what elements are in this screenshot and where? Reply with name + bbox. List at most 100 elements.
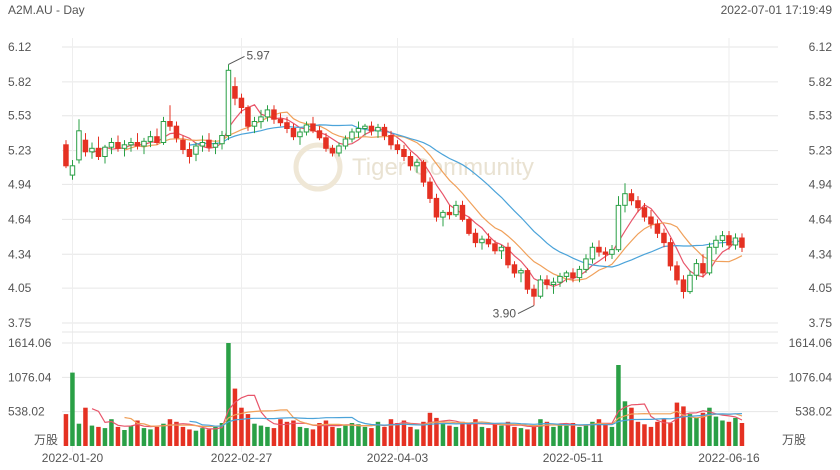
candle-body: [160, 121, 167, 143]
watermark-logo-icon: [293, 142, 343, 192]
candle-body: [414, 161, 420, 167]
candle-body: [206, 139, 212, 148]
date-label: 2022-05-11: [543, 451, 604, 465]
volume-bar: [187, 429, 192, 446]
candle: [440, 210, 446, 227]
watermark-group: Tiger Community: [293, 142, 534, 192]
candle: [615, 196, 622, 252]
candle: [368, 121, 375, 136]
candle-body: [290, 128, 297, 138]
price-tick-right: 5.23: [809, 144, 833, 158]
price-ma-mid-line: [124, 111, 743, 281]
volume-bars: [63, 343, 745, 446]
candle: [518, 268, 524, 283]
candle: [362, 123, 368, 136]
candle-body: [498, 246, 505, 252]
candle: [284, 116, 290, 134]
candle: [141, 137, 147, 155]
volume-bar: [629, 407, 634, 446]
low-annotation-label: 3.90: [493, 307, 517, 321]
volume-bar: [343, 425, 348, 446]
candle-body: [531, 288, 537, 297]
candle-body: [576, 268, 583, 279]
candle-body: [648, 216, 654, 225]
candle-body: [687, 274, 693, 293]
candle: [271, 105, 277, 124]
date-label: 2022-01-20: [42, 451, 104, 465]
candle: [219, 130, 225, 150]
volume-bar: [278, 419, 283, 446]
candle-body: [635, 200, 641, 209]
candle: [739, 233, 745, 252]
volume-bar: [401, 420, 407, 446]
candle-body: [641, 207, 648, 218]
candle-body: [680, 279, 687, 292]
axis-labels: 6.12 6.12 5.82 5.82 5.53 5.53 5.23 5.23 4.94 4.94…: [8, 40, 832, 465]
volume-bar: [642, 424, 647, 446]
volume-bar: [564, 425, 569, 446]
candle-body: [362, 125, 368, 129]
volume-bar: [167, 419, 173, 446]
candle-body: [303, 124, 310, 133]
candle: [193, 142, 199, 162]
candle: [76, 119, 82, 164]
volume-bar: [388, 419, 394, 446]
candle: [212, 140, 219, 155]
candle: [108, 137, 115, 155]
volume-bar: [687, 414, 693, 446]
candle: [576, 265, 583, 283]
volume-bar: [655, 421, 660, 446]
candle: [342, 135, 349, 150]
candle-body: [628, 193, 635, 202]
volume-bar: [460, 421, 465, 446]
candle: [505, 242, 511, 269]
candle-body: [95, 147, 102, 158]
volume-bar: [232, 388, 238, 446]
candle: [128, 137, 134, 152]
volume-bar: [447, 425, 452, 446]
candle: [238, 93, 245, 114]
candle: [154, 128, 160, 145]
candle-body: [713, 239, 719, 248]
candle-body: [102, 146, 108, 157]
candle-body: [706, 246, 713, 274]
volume-bar: [369, 428, 374, 446]
candle: [531, 284, 537, 306]
candle: [63, 140, 69, 169]
candle: [706, 242, 713, 276]
candle-body: [310, 123, 316, 132]
candle-body: [199, 142, 206, 147]
volume-bar: [141, 428, 147, 446]
price-ma-long-line: [189, 124, 743, 268]
candle-body: [394, 144, 401, 151]
volume-bar: [427, 412, 433, 446]
candle-body: [615, 204, 622, 251]
candle-body: [563, 272, 570, 277]
candle: [310, 116, 316, 134]
candle: [303, 121, 310, 136]
volume-bar: [271, 428, 277, 446]
candle-body: [225, 69, 232, 136]
candle: [349, 128, 355, 143]
price-ma-short-line: [91, 104, 742, 288]
candle: [602, 247, 609, 262]
volume-bar: [421, 421, 426, 446]
volume-bar: [213, 426, 218, 446]
price-tick-left: 6.12: [8, 40, 32, 54]
candle: [479, 235, 485, 250]
price-moving-averages: [91, 104, 743, 288]
candle-body: [453, 204, 459, 216]
candle: [466, 217, 472, 236]
price-tick-left: 4.05: [8, 281, 32, 295]
candle: [524, 268, 531, 294]
candle-body: [446, 211, 453, 216]
price-tick-right: 4.94: [809, 177, 833, 191]
volume-tick-right: 1076.04: [789, 370, 833, 384]
candle-body: [154, 136, 160, 143]
volume-bar: [577, 426, 582, 446]
candle-body: [349, 131, 355, 140]
candles: [63, 64, 745, 306]
candle-body: [381, 126, 388, 137]
candle-body: [245, 107, 251, 127]
